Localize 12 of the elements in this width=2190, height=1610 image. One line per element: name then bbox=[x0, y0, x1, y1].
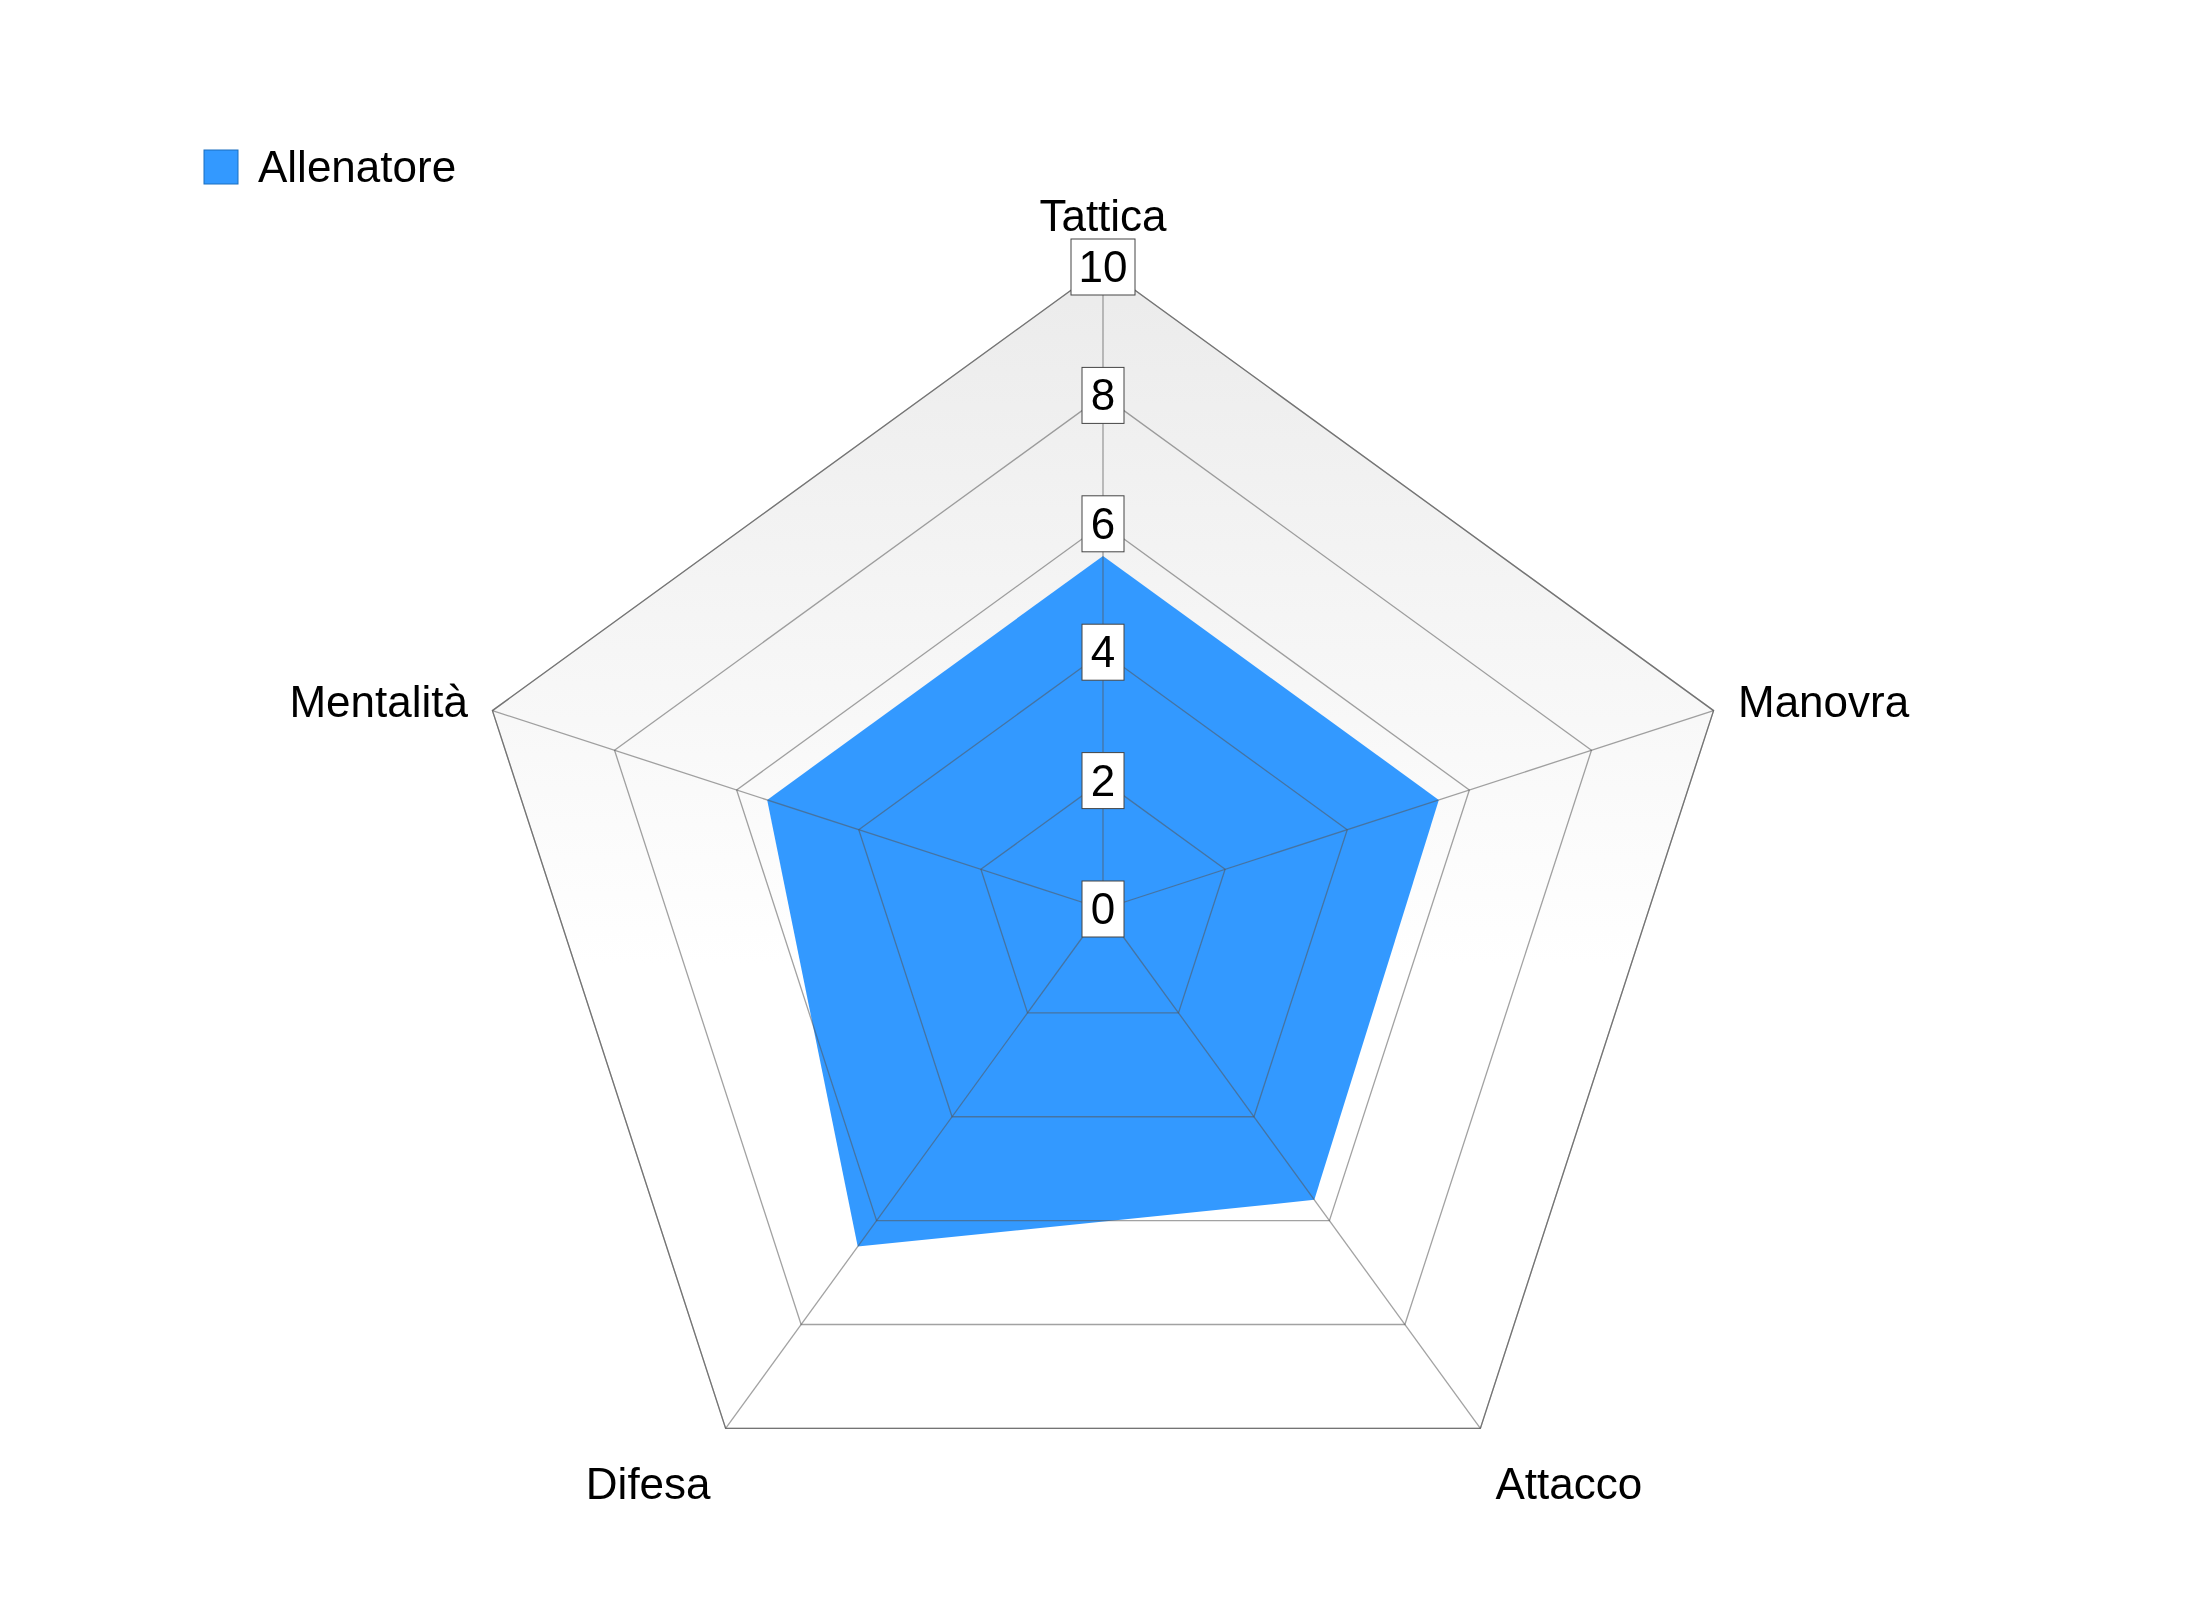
spoke-label: Difesa bbox=[585, 1459, 712, 1509]
spoke-label: Manovra bbox=[1738, 676, 1910, 726]
y-tick-label: 8 bbox=[1090, 370, 1116, 420]
spoke-label: Tattica bbox=[1039, 191, 1168, 241]
y-tick-label: 10 bbox=[1078, 242, 1128, 291]
spoke-label: Attacco bbox=[1495, 1459, 1643, 1509]
y-tick-label: 2 bbox=[1090, 755, 1116, 805]
y-tick-label: 4 bbox=[1090, 627, 1116, 677]
legend-label: Allenatore bbox=[258, 142, 457, 191]
y-tick-label: 0 bbox=[1090, 884, 1116, 933]
y-tick-label: 6 bbox=[1090, 498, 1116, 548]
spoke-label: Mentalità bbox=[289, 676, 469, 726]
